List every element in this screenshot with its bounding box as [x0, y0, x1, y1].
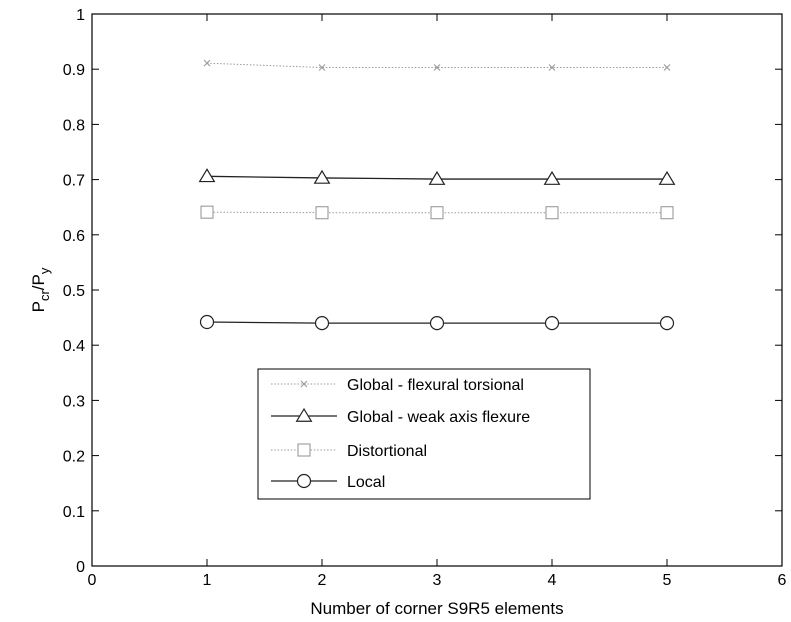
- y-label-den-base: P: [29, 274, 48, 285]
- legend-label: Global - flexural torsional: [347, 377, 524, 394]
- legend-label: Local: [347, 474, 385, 491]
- legend-marker: [295, 407, 313, 422]
- data-point: [315, 206, 329, 220]
- legend-item: Global - weak axis flexure: [271, 407, 530, 426]
- data-point: [433, 64, 441, 71]
- y-tick-label: 0.8: [63, 117, 85, 134]
- x-tick-label: 0: [88, 572, 97, 589]
- data-point: [659, 316, 675, 331]
- x-tick-label: 1: [203, 572, 212, 589]
- y-tick-label: 0.3: [63, 393, 85, 410]
- data-point: [428, 170, 446, 185]
- data-point: [198, 168, 216, 183]
- y-axis: 0 0.1 0.2 0.3 0.4 0.5 0.6 0.7 0.8 0.9 1: [63, 7, 782, 576]
- series-1: [198, 168, 676, 185]
- data-point: [430, 206, 444, 220]
- y-tick-label: 0.1: [63, 504, 85, 521]
- series-line: [206, 62, 667, 69]
- data-point: [660, 206, 674, 220]
- y-label-den-sub: y: [37, 267, 52, 274]
- data-point: [314, 316, 330, 331]
- legend-marker: [297, 443, 311, 457]
- svg-text:Pcr/Py: Pcr/Py: [29, 267, 52, 312]
- legend: Global - flexural torsional Global - weak…: [257, 368, 591, 500]
- series-line: [206, 211, 667, 214]
- series-2: [200, 205, 674, 220]
- x-axis: 0 1 2 3 4 5 6: [88, 14, 787, 589]
- legend-item: Local: [271, 473, 385, 491]
- series-layer: [198, 59, 676, 331]
- y-tick-label: 0.2: [63, 449, 85, 466]
- data-point: [429, 316, 445, 331]
- series-0: [203, 59, 671, 71]
- data-point: [544, 316, 560, 331]
- data-point: [663, 64, 671, 71]
- data-point: [199, 314, 215, 330]
- y-label-base: P: [29, 301, 48, 312]
- x-tick-label: 6: [778, 572, 787, 589]
- y-tick-label: 0.4: [63, 338, 85, 355]
- data-point: [203, 59, 211, 67]
- legend-marker: [300, 380, 308, 388]
- y-tick-label: 0: [76, 559, 85, 576]
- x-axis-label: Number of corner S9R5 elements: [310, 599, 563, 618]
- data-point: [548, 64, 556, 71]
- y-label-num-sub: cr: [37, 290, 52, 302]
- y-tick-label: 0.5: [63, 283, 85, 300]
- y-tick-label: 0.7: [63, 173, 85, 190]
- legend-label: Global - weak axis flexure: [347, 409, 530, 426]
- data-point: [318, 64, 326, 71]
- data-point: [543, 170, 561, 185]
- y-tick-label: 0.6: [63, 228, 85, 245]
- series-3: [199, 314, 675, 331]
- y-tick-label: 1: [76, 7, 85, 24]
- x-tick-label: 3: [433, 572, 442, 589]
- legend-item: Global - flexural torsional: [271, 377, 524, 394]
- y-tick-label: 0.9: [63, 62, 85, 79]
- x-tick-label: 5: [663, 572, 672, 589]
- legend-marker: [296, 473, 312, 489]
- y-axis-label: Pcr/Py: [29, 267, 52, 312]
- legend-item: Distortional: [271, 443, 427, 460]
- legend-box: [257, 368, 591, 500]
- x-tick-label: 4: [548, 572, 557, 589]
- data-point: [200, 205, 214, 219]
- data-point: [658, 170, 676, 185]
- data-point: [545, 206, 559, 220]
- data-point: [313, 169, 331, 184]
- legend-label: Distortional: [347, 443, 427, 460]
- x-tick-label: 2: [318, 572, 327, 589]
